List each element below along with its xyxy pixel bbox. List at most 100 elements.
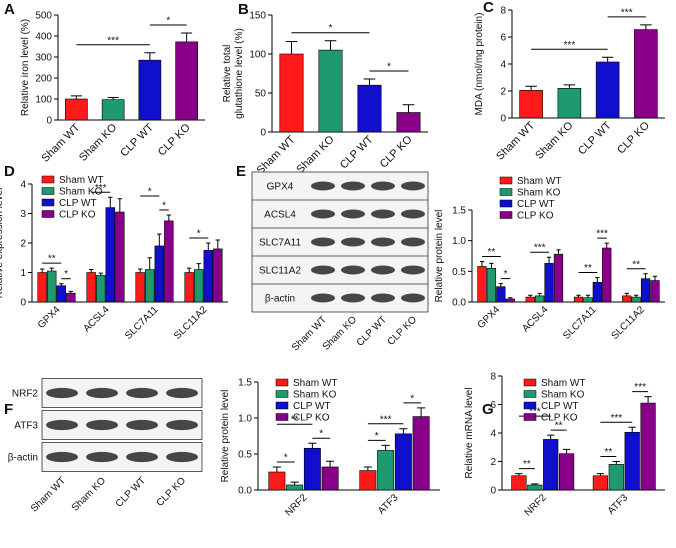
bar xyxy=(631,296,641,303)
significance-label: *** xyxy=(610,413,622,424)
bar xyxy=(527,484,543,491)
error-bar xyxy=(479,261,485,267)
blot-row-label: SLC11A2 xyxy=(259,266,302,277)
bar xyxy=(573,296,584,303)
error-bar xyxy=(399,428,408,434)
bar xyxy=(56,285,66,303)
y-tick-label: 0.0 xyxy=(452,298,466,309)
x-tick-label: Sham WT xyxy=(255,133,298,176)
y-tick-label: 2 xyxy=(490,457,496,468)
blot-row-label: GPX4 xyxy=(267,182,294,193)
blot-band xyxy=(371,181,395,191)
y-tick-label: 0 xyxy=(46,116,52,127)
x-tick-label: CLP KO xyxy=(378,133,415,170)
error-bar xyxy=(285,41,298,54)
bar-chart: 0 100 200 300 400 500 Relative iron level (%) S… xyxy=(20,11,205,165)
blot-band xyxy=(86,451,118,463)
panel-label: D xyxy=(4,163,15,180)
error-bar xyxy=(137,268,143,273)
x-tick-label: GPX4 xyxy=(36,304,63,331)
blot-band xyxy=(311,181,335,191)
significance-label: * xyxy=(197,229,201,240)
y-tick-label: 100 xyxy=(249,50,266,61)
legend-swatch xyxy=(499,188,513,196)
blot-frame xyxy=(251,171,429,313)
bar xyxy=(154,245,164,303)
legend-swatch xyxy=(41,175,55,184)
legend-label: Sham WT xyxy=(541,378,585,389)
x-tick-label: SLC11A2 xyxy=(609,304,647,342)
x-tick-label: SLC11A2 xyxy=(172,304,210,342)
blot-band xyxy=(311,265,335,275)
x-tick-label: Sham KO xyxy=(294,133,337,176)
y-tick-label: 400 xyxy=(35,32,52,43)
legend-swatch xyxy=(275,413,289,421)
x-tick-label: ACSL4 xyxy=(81,304,111,334)
y-axis-label: glutathione level (%) xyxy=(234,28,245,119)
error-bar xyxy=(59,283,64,286)
legend-label: CLP KO xyxy=(541,413,578,424)
bar xyxy=(640,278,651,303)
bar xyxy=(608,464,624,491)
error-bar xyxy=(363,78,376,86)
panel-label: F xyxy=(4,401,13,418)
blot-band xyxy=(371,265,395,275)
legend-label: Sham WT xyxy=(293,378,337,389)
bar xyxy=(592,282,602,303)
y-tick-label: 1.0 xyxy=(238,414,252,425)
error-bar xyxy=(381,444,390,451)
x-tick-label: CLP WT xyxy=(338,133,376,171)
bar xyxy=(138,59,162,121)
significance-label: *** xyxy=(534,243,546,254)
significance-label: * xyxy=(166,16,170,27)
bar-chart: 0 1 2 3 4 Relative expression level GPX4 ACSL4 S… xyxy=(0,175,228,342)
bar xyxy=(66,292,76,303)
bar xyxy=(286,484,304,491)
y-tick-label: 2 xyxy=(20,239,26,250)
blot-band xyxy=(341,237,365,247)
error-bar xyxy=(628,426,636,433)
significance-label: ** xyxy=(555,421,563,432)
bar xyxy=(557,88,582,119)
y-tick-label: 300 xyxy=(35,53,52,64)
error-bar xyxy=(546,256,552,264)
x-tick-label: ATF3 xyxy=(606,492,631,517)
error-bar xyxy=(166,214,172,221)
bar xyxy=(321,466,339,491)
significance-label: *** xyxy=(564,40,576,51)
bar xyxy=(359,470,377,491)
x-tick-label: CLP WT xyxy=(576,119,614,157)
blot-band xyxy=(371,237,395,247)
significance-label: ** xyxy=(291,415,299,426)
lane-label: CLP WT xyxy=(355,314,389,348)
legend-swatch xyxy=(41,210,55,218)
y-tick-label: 4 xyxy=(490,429,496,440)
x-tick-label: ATF3 xyxy=(376,492,401,517)
bar xyxy=(101,99,125,121)
y-axis-label: MDA (nmol/mg protein) xyxy=(474,13,485,116)
error-bar xyxy=(308,442,317,449)
y-tick-label: 6 xyxy=(490,400,496,411)
x-tick-label: CLP KO xyxy=(156,121,193,158)
bar xyxy=(553,253,564,303)
legend-label: CLP KO xyxy=(59,210,96,221)
x-tick-label: SLC7A11 xyxy=(561,304,599,342)
bar xyxy=(203,250,213,303)
blot-band xyxy=(166,419,198,431)
blot-band xyxy=(401,209,425,219)
error-bar xyxy=(39,268,45,273)
legend-label: CLP WT xyxy=(293,401,331,412)
y-axis-label: Relative protein level xyxy=(220,390,231,483)
blot-band xyxy=(341,181,365,191)
error-bar xyxy=(206,242,211,251)
bar xyxy=(394,433,412,491)
bar xyxy=(184,272,194,303)
legend-label: Sham KO xyxy=(293,390,337,401)
y-axis-label: Relative total xyxy=(222,45,233,103)
legend-label: CLP KO xyxy=(293,413,330,424)
bar-chart: 0.0 0.5 1.0 1.5 Relative protein level NRF2 AT… xyxy=(220,378,440,519)
y-tick-label: 0 xyxy=(260,128,266,139)
error-bar xyxy=(508,297,513,299)
